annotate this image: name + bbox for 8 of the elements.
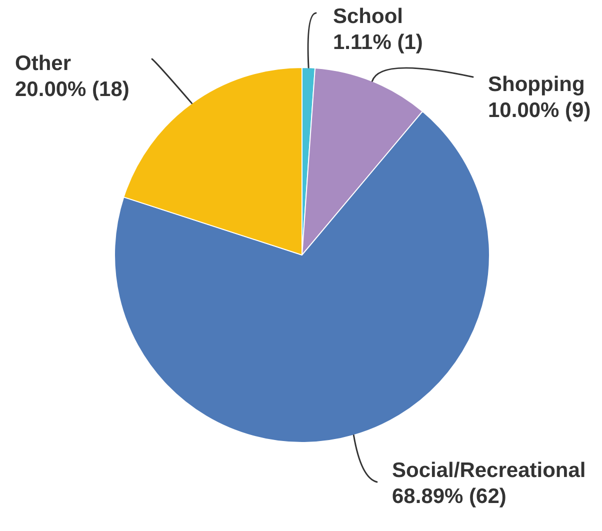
- slice-label: School: [333, 5, 404, 28]
- data-label: 1.11% (1): [333, 31, 423, 54]
- slice-label: Other: [15, 52, 72, 75]
- data-label: 20.00% (18): [15, 78, 130, 101]
- data-label: 10.00% (9): [488, 99, 591, 122]
- slice-label: Shopping: [488, 73, 585, 96]
- slice-label: Social/Recreational: [392, 459, 586, 482]
- data-label: 68.89% (62): [392, 485, 506, 508]
